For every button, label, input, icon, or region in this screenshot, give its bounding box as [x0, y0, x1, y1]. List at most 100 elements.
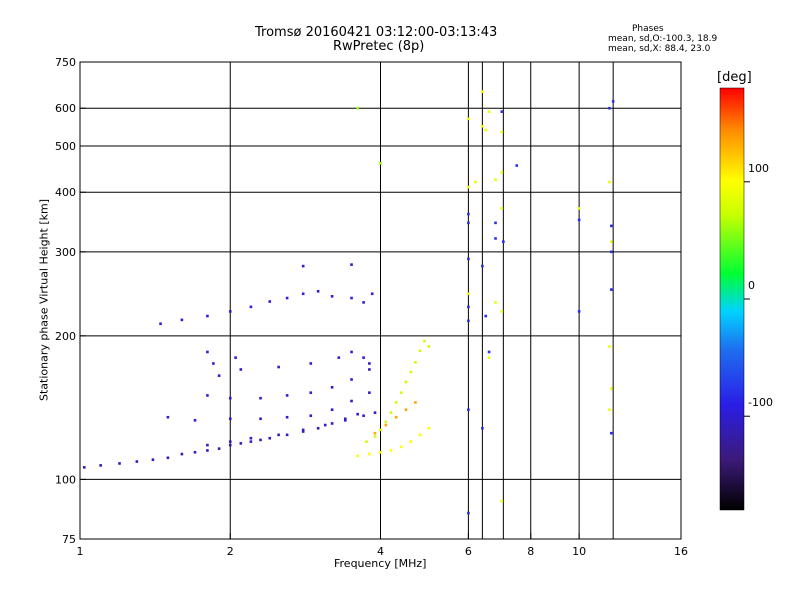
- echo-point: [180, 318, 184, 322]
- echo-point: [500, 171, 504, 174]
- legend-title: Phases: [632, 24, 664, 34]
- echo-point: [609, 387, 613, 390]
- echo-point: [494, 237, 497, 240]
- echo-point: [309, 414, 313, 418]
- echo-point: [609, 224, 613, 228]
- echo-point: [239, 368, 243, 371]
- echo-point: [259, 417, 262, 421]
- echo-point: [206, 394, 209, 397]
- echo-point: [487, 110, 491, 114]
- echo-point: [467, 257, 470, 261]
- echo-point: [500, 130, 504, 134]
- echo-point: [301, 264, 305, 268]
- echo-point: [180, 452, 184, 456]
- colorbar-label: [deg]: [717, 70, 752, 85]
- echo-point: [135, 460, 139, 463]
- x-tick-label: 10: [572, 545, 586, 558]
- colorbar-tick-label: -100: [748, 396, 773, 409]
- legend-line-x: mean, sd,X: 88.4, 23.0: [608, 44, 711, 54]
- echo-point: [217, 374, 221, 377]
- echo-point: [608, 180, 611, 184]
- y-tick-label: 750: [55, 56, 76, 69]
- y-tick-label: 300: [55, 246, 76, 259]
- echo-point: [309, 391, 313, 394]
- echo-point: [467, 319, 470, 323]
- echo-point: [500, 207, 504, 210]
- echo-point: [350, 263, 353, 266]
- echo-point: [159, 322, 162, 326]
- echo-point: [193, 450, 197, 454]
- x-axis: 1 2 4 6 8 10 16: [77, 533, 688, 558]
- echo-point: [193, 419, 197, 422]
- colorbar-axis: 100 0 -100: [744, 162, 773, 417]
- echo-point: [577, 310, 581, 313]
- y-tick-label: 400: [55, 186, 76, 199]
- echo-point: [500, 499, 504, 503]
- echo-point: [228, 396, 232, 400]
- scatter-points: [82, 90, 615, 515]
- echo-point: [166, 456, 170, 460]
- echo-point: [309, 362, 313, 365]
- echo-point: [268, 436, 272, 440]
- echo-point: [423, 339, 426, 343]
- echo-point: [467, 408, 470, 412]
- echo-point: [577, 218, 581, 222]
- echo-point: [418, 433, 422, 437]
- echo-point: [166, 415, 170, 419]
- y-tick-label: 75: [62, 533, 76, 546]
- plot-grid: [80, 62, 681, 539]
- echo-point: [362, 356, 365, 359]
- echo-point: [373, 431, 377, 435]
- echo-point: [82, 466, 86, 469]
- x-tick-label: 4: [377, 545, 384, 558]
- echo-point: [206, 350, 209, 354]
- echo-point: [609, 288, 613, 291]
- echo-point: [350, 296, 353, 300]
- y-axis-label: Stationary phase Virtual Height [km]: [37, 198, 51, 402]
- echo-point: [350, 378, 353, 381]
- echo-point: [394, 415, 398, 419]
- echo-point: [384, 420, 388, 424]
- echo-point: [414, 360, 417, 364]
- x-tick-label: 16: [674, 545, 688, 558]
- echo-point: [394, 401, 398, 404]
- colorbar-tick-label: 0: [748, 279, 755, 292]
- echo-point: [301, 292, 305, 296]
- echo-point: [409, 440, 413, 443]
- echo-point: [494, 301, 497, 304]
- echo-point: [467, 292, 470, 296]
- echo-point: [99, 464, 102, 467]
- echo-point: [350, 399, 353, 403]
- echo-point: [234, 356, 237, 359]
- echo-point: [368, 362, 371, 365]
- echo-point: [474, 180, 477, 184]
- echo-point: [206, 314, 209, 318]
- echo-point: [467, 305, 470, 309]
- x-tick-label: 2: [227, 545, 234, 558]
- echo-point: [228, 440, 232, 443]
- echo-point: [365, 440, 368, 443]
- y-tick-label: 500: [55, 140, 76, 153]
- echo-point: [515, 164, 519, 167]
- echo-point: [379, 450, 382, 454]
- echo-point: [285, 433, 289, 437]
- x-axis-label: Frequency [MHz]: [334, 557, 427, 570]
- chart-subtitle: RwPretec (8p): [333, 39, 425, 54]
- x-tick-label: 6: [465, 545, 472, 558]
- echo-point: [301, 430, 305, 433]
- echo-point: [343, 417, 347, 421]
- echo-point: [467, 221, 470, 225]
- echo-point: [285, 415, 289, 419]
- echo-point: [368, 391, 371, 394]
- echo-point: [337, 356, 341, 359]
- echo-point: [609, 240, 613, 244]
- echo-point: [379, 161, 382, 165]
- echo-point: [609, 431, 613, 435]
- echo-point: [384, 423, 388, 427]
- echo-point: [350, 350, 353, 354]
- colorbar: [719, 87, 745, 511]
- echo-point: [239, 442, 243, 445]
- echo-point: [343, 419, 347, 422]
- echo-point: [249, 305, 253, 309]
- echo-point: [316, 426, 320, 430]
